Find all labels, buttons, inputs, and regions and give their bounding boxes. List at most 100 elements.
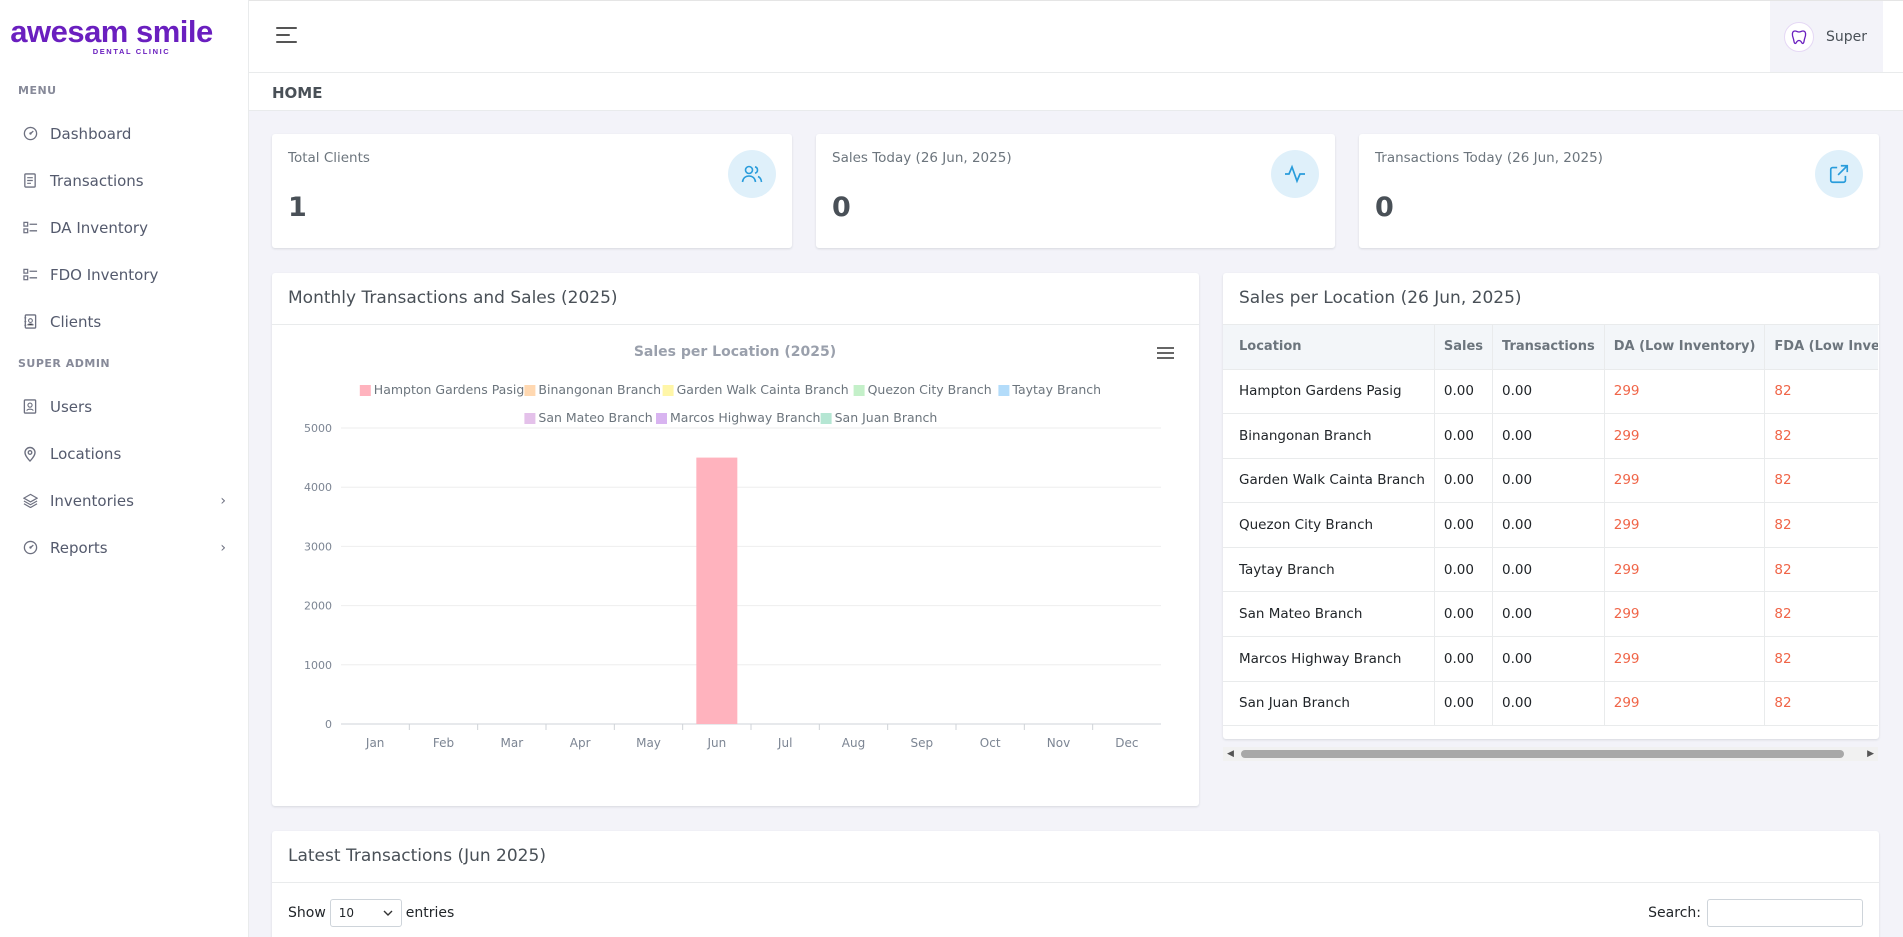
sidebar-item-users[interactable]: Users [0,383,248,430]
y-tick-label: 2000 [304,600,332,613]
sidebar-item-da-inventory[interactable]: DA Inventory [0,204,248,251]
sidebar-item-locations[interactable]: Locations [0,430,248,477]
sidebar-item-label: Reports [50,538,108,557]
column-header[interactable]: Transactions [1492,325,1605,370]
external-link-icon [1815,150,1863,198]
page-title-bar: HOME [249,72,1903,111]
scroll-left-icon[interactable]: ◀ [1227,749,1234,759]
stat-value: 0 [832,192,851,223]
table-row: Marcos Highway Branch 0.00 0.00 299 82 [1223,636,1878,682]
table-row: Taytay Branch 0.00 0.00 299 82 [1223,547,1878,593]
stat-label: Sales Today (26 Jun, 2025) [832,150,1012,166]
table-row: San Mateo Branch 0.00 0.00 299 82 [1223,591,1878,638]
x-tick-label: May [636,736,661,750]
legend-label: Marcos Highway Branch [670,410,820,425]
table-cell: Taytay Branch [1223,547,1435,593]
table-cell: Garden Walk Cainta Branch [1223,458,1435,504]
sidebar-item-label: Clients [50,312,102,331]
table-cell: 0.00 [1492,369,1605,415]
table-cell: 82 [1764,369,1878,415]
sidebar-item-label: Dashboard [50,124,132,143]
table-cell: 299 [1604,369,1766,415]
menu-section-title: MENU [18,84,57,97]
table-cell: 299 [1604,502,1766,548]
chevron-down-icon [383,910,393,916]
x-tick-label: Oct [980,736,1001,750]
table-cell: 82 [1764,547,1878,593]
table-row: Garden Walk Cainta Branch 0.00 0.00 299 82 [1223,458,1878,504]
tooth-icon [1791,29,1807,44]
scrollbar-thumb[interactable] [1241,750,1844,758]
table-cell: 299 [1604,591,1766,638]
table-cell: 0.00 [1492,413,1605,459]
chart-title: Sales per Location (2025) [634,344,836,360]
entries-select[interactable]: 10 [329,899,402,927]
brand-logo[interactable]: awesam smile DENTAL CLINIC [0,0,248,72]
topbar: Super [249,0,1903,72]
table-cell: San Juan Branch [1223,681,1435,727]
avatar [1784,21,1814,52]
search-input[interactable] [1707,899,1863,927]
x-tick-label: Jan [365,736,385,750]
legend-swatch [359,385,371,396]
sidebar-item-inventories[interactable]: Inventories › [0,477,248,524]
table-cell: 0.00 [1492,458,1605,504]
table-cell: 0.00 [1434,369,1494,415]
x-tick-label: Sep [911,736,934,750]
users-icon [728,150,776,198]
x-tick-label: Feb [433,736,454,750]
contacts-book-icon [22,314,38,330]
column-header[interactable]: FDA (Low Inventory) [1764,325,1878,370]
legend-label: Garden Walk Cainta Branch [677,382,849,397]
column-header[interactable]: Location [1223,325,1435,370]
hamburger-menu-icon[interactable] [276,27,298,45]
horizontal-scrollbar[interactable]: ◀ ▶ [1223,747,1878,761]
table-cell: 82 [1764,458,1878,504]
sidebar-item-label: Inventories [50,491,134,510]
table-scroll-area[interactable]: Location Sales Transactions DA (Low Invento… [1223,325,1878,743]
stat-card-sales-today: Sales Today (26 Jun, 2025) 0 [816,134,1335,248]
user-name: Super [1826,28,1868,45]
stack-icon [22,493,38,509]
sidebar-item-dashboard[interactable]: Dashboard [0,110,248,157]
sidebar-item-transactions[interactable]: Transactions [0,157,248,204]
stat-card-total-clients: Total Clients 1 [272,134,792,248]
card-title: Latest Transactions (Jun 2025) [272,831,1879,883]
table-row: San Juan Branch 0.00 0.00 299 82 [1223,681,1878,727]
table-cell: Quezon City Branch [1223,502,1435,548]
x-tick-label: Nov [1047,736,1070,750]
chevron-right-icon: › [220,492,226,509]
location-sales-table: Location Sales Transactions DA (Low Invento… [1223,325,1878,727]
chevron-right-icon: › [220,539,226,556]
y-tick-label: 3000 [304,540,332,553]
stat-label: Transactions Today (26 Jun, 2025) [1375,150,1603,166]
table-cell: 82 [1764,636,1878,682]
sidebar-item-reports[interactable]: Reports › [0,524,248,571]
file-text-icon [22,173,38,189]
legend-swatch [853,385,865,396]
x-tick-label: Apr [570,736,591,750]
column-header[interactable]: DA (Low Inventory) [1604,325,1766,370]
chart-menu-icon-bar [1157,347,1174,349]
legend-swatch [524,385,536,396]
table-cell: 0.00 [1434,591,1494,638]
y-tick-label: 4000 [304,481,332,494]
bar-chart: Sales per Location (2025) Hampton Gardens… [304,344,1174,750]
x-tick-label: Jul [777,736,792,750]
user-menu[interactable]: Super [1770,1,1883,72]
y-tick-label: 5000 [304,422,332,435]
x-tick-label: Mar [501,736,524,750]
monthly-chart-card: Monthly Transactions and Sales (2025) Sa… [272,273,1199,806]
table-cell: 82 [1764,681,1878,727]
scroll-right-icon[interactable]: ▶ [1867,749,1874,759]
legend-swatch [820,413,832,424]
chart-menu-icon-bar [1157,357,1174,359]
x-tick-label: Jun [706,736,726,750]
column-header[interactable]: Sales [1434,325,1494,370]
table-cell: Binangonan Branch [1223,413,1435,459]
table-cell: Marcos Highway Branch [1223,636,1435,682]
sidebar-item-clients[interactable]: Clients [0,298,248,345]
sidebar-item-fdo-inventory[interactable]: FDO Inventory [0,251,248,298]
stat-value: 0 [1375,192,1394,223]
table-cell: 82 [1764,413,1878,459]
